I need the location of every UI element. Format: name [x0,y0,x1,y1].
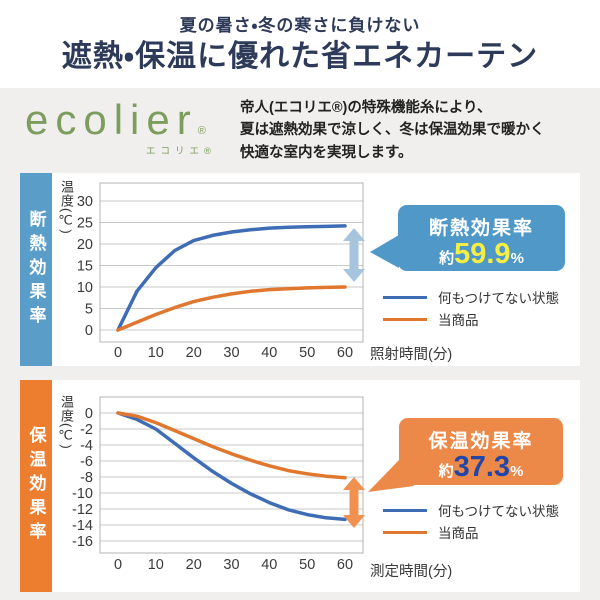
svg-text:40: 40 [261,557,277,573]
legend-label: 何もつけてない状態 [438,504,559,519]
callout-label: 保温効果率 [428,431,534,452]
brand-description-line: 快適な室内を実現します。 [240,144,413,161]
logo-wordmark: ecolier® [25,96,206,143]
logo-kana: エコリエ® [146,146,216,158]
svg-text:30: 30 [223,345,239,361]
y-axis-label: 温度(℃) [59,180,74,235]
svg-text:0: 0 [114,557,122,573]
svg-text:25: 25 [77,216,93,232]
svg-text:0: 0 [85,406,93,422]
callout-value: 約59.9% [439,238,524,270]
heat-retention-callout-badge: 保温効果率 約37.3% [399,418,563,485]
svg-text:30: 30 [77,194,93,210]
callout-value: 約37.3% [438,451,524,483]
svg-text:-8: -8 [80,470,93,486]
callout-label: 断熱効果率 [428,218,534,239]
svg-text:60: 60 [337,345,353,361]
series-line [116,224,347,332]
legend-label: 当商品 [438,526,479,541]
brand-description-line: 帝人(エコリエ®)の特殊機能糸により、 [240,100,492,116]
legend-item: 当商品 [383,525,559,541]
y-axis-label: 温度(℃) [59,395,74,450]
difference-arrow-icon [343,228,365,282]
heat-retention-chart-section: 保温効果率 温度(℃) 0 -2 -4 -6 -8 -10 -12 -14 -16 0 10 20 30… [20,380,580,592]
svg-text:-10: -10 [72,486,93,502]
series-line [116,285,347,332]
svg-text:20: 20 [77,237,93,253]
legend-item: 何もつけてない状態 [383,503,559,519]
svg-text:50: 50 [299,557,315,573]
series-line [116,411,347,480]
svg-text:0: 0 [114,345,122,361]
legend-line-swatch [383,317,427,321]
section-label-heat-retention: 保温効果率 [20,380,52,592]
brand-description: 帝人(エコリエ®)の特殊機能糸により、 夏は遮熱効果で涼しく、冬は保温効果で暖か… [240,97,590,164]
legend: 何もつけてない状態 当商品 [383,290,559,328]
header-subtitle: 夏の暑さ・冬の寒さに負けない [179,16,421,35]
legend-item: 当商品 [383,312,559,328]
x-axis-label: 測定時間(分) [370,564,453,580]
heat-retention-line-chart: 0-2-4-6-8-10-12-14-160 10 20 30 40 50 60 [72,396,414,573]
legend-line-swatch [383,508,427,512]
svg-text:-2: -2 [80,422,93,438]
svg-text:10: 10 [148,557,164,573]
section-label-insulation: 断熱効果率 [20,173,52,366]
svg-text:15: 15 [77,259,93,275]
header: 夏の暑さ・冬の寒さに負けない 遮熱・保温に優れた省エネカーテン [0,0,600,88]
svg-text:20: 20 [186,557,202,573]
series-line [116,411,347,522]
registered-mark-icon: ® [197,125,206,137]
brand-description-line: 夏は遮熱効果で涼しく、冬は保温効果で暖かく [240,122,545,139]
legend: 何もつけてない状態 当商品 [383,503,559,541]
svg-text:-16: -16 [72,534,93,550]
svg-text:30: 30 [223,557,239,573]
svg-text:40: 40 [261,345,277,361]
svg-text:-6: -6 [80,454,93,470]
page-title: 遮熱・保温に優れた省エネカーテン [61,40,539,73]
svg-text:50: 50 [299,345,315,361]
svg-text:10: 10 [148,345,164,361]
svg-text:-4: -4 [80,438,93,454]
brand-logo: ecolier® エコリエ® [25,96,230,158]
svg-text:5: 5 [85,302,93,318]
legend-line-swatch [383,530,427,534]
legend-line-swatch [383,295,427,299]
brand-section: ecolier® エコリエ® 帝人(エコリエ®)の特殊機能糸により、 夏は遮熱効… [0,88,600,173]
svg-text:0: 0 [85,323,93,339]
svg-text:-12: -12 [72,502,93,518]
insulation-chart-section: 断熱効果率 温度(℃) 30 25 20 15 10 5 0 0 10 20 30 40 50 60 断熱… [20,173,580,366]
svg-text:10: 10 [77,280,93,296]
difference-arrow-icon [343,477,365,528]
x-axis-label: 照射時間(分) [370,347,453,363]
svg-text:-14: -14 [72,518,93,534]
callout-pointer [370,235,399,268]
legend-label: 当商品 [438,313,479,328]
legend-item: 何もつけてない状態 [383,290,559,306]
insulation-callout-badge: 断熱効果率 約59.9% [398,205,565,271]
legend-label: 何もつけてない状態 [438,291,559,306]
svg-text:20: 20 [186,345,202,361]
svg-text:60: 60 [337,557,353,573]
